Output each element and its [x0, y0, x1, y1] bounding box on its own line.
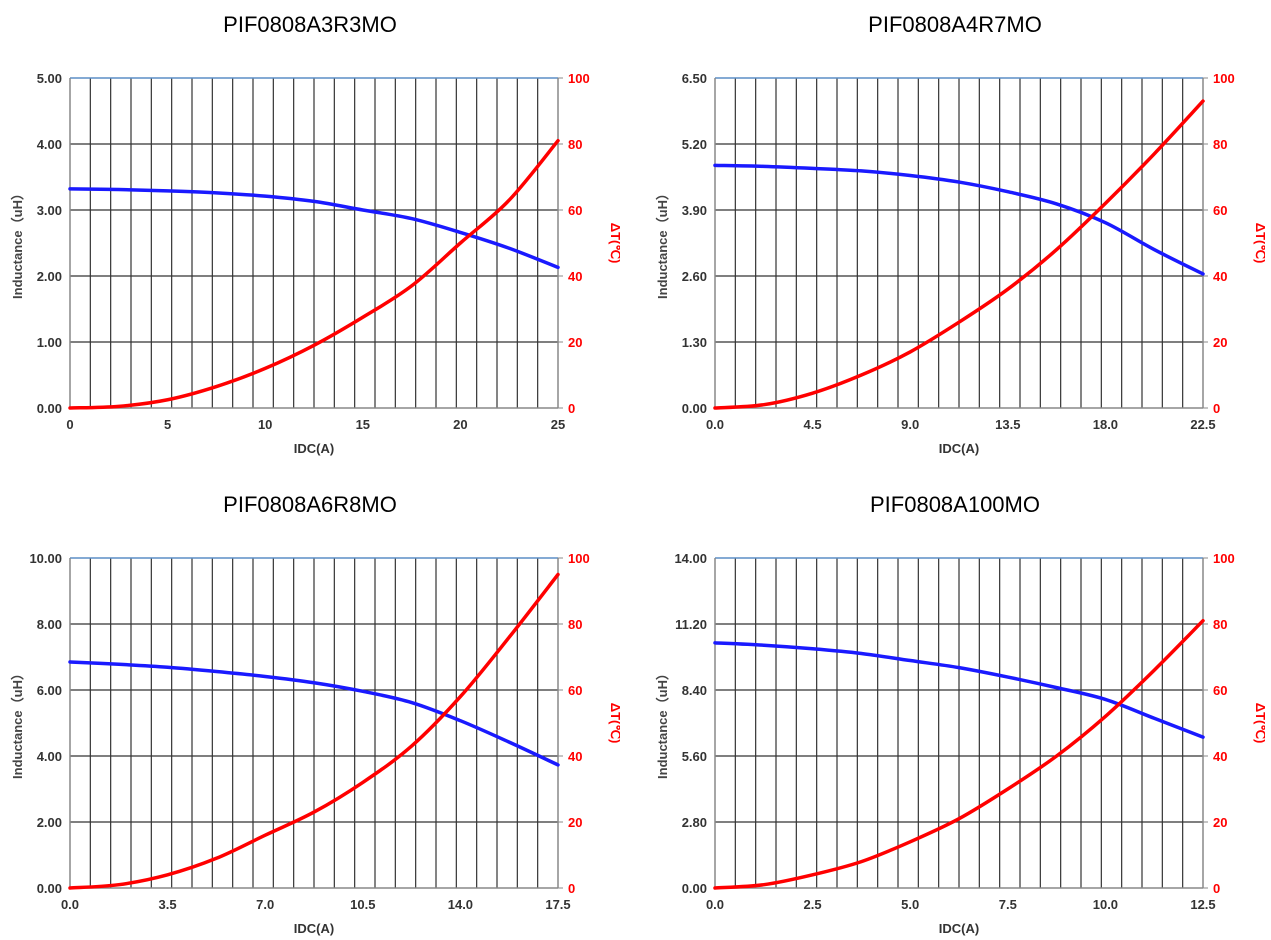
y-tick-label: 2.00: [37, 815, 62, 830]
y2-tick-label: 100: [1213, 71, 1235, 86]
y-tick-label: 2.60: [682, 269, 707, 284]
x-tick-label: 0.0: [61, 897, 79, 912]
y2-tick-label: 60: [1213, 683, 1227, 698]
y2-tick-label: 20: [1213, 815, 1227, 830]
y-tick-label: 0.00: [37, 401, 62, 416]
y-tick-label: 3.00: [37, 203, 62, 218]
x-tick-label: 3.5: [159, 897, 177, 912]
x-tick-label: 25: [551, 417, 565, 432]
x-tick-label: 9.0: [901, 417, 919, 432]
y2-tick-label: 80: [568, 137, 582, 152]
y2-tick-label: 0: [568, 881, 575, 896]
y-tick-label: 4.00: [37, 749, 62, 764]
y2-tick-label: 100: [568, 551, 590, 566]
y2-tick-label: 60: [568, 203, 582, 218]
y2-axis-label: ΔT(℃): [1253, 223, 1265, 264]
x-tick-label: 15: [356, 417, 370, 432]
chart-plot: 0.00 2.00 4.00 6.00 8.00 10.00 0 20 40 60 80 100 0.0…: [0, 480, 620, 940]
y-tick-label: 3.90: [682, 203, 707, 218]
y-axis-label: Inductance（uH）: [655, 187, 670, 299]
y-tick-label: 5.60: [682, 749, 707, 764]
y-axis-label: Inductance（uH）: [655, 667, 670, 779]
y-tick-label: 2.80: [682, 815, 707, 830]
y-axis-label: Inductance（uH）: [10, 667, 25, 779]
y2-tick-label: 40: [568, 269, 582, 284]
chart-plot: 0.00 1.30 2.60 3.90 5.20 6.50 0 20 40 60 80 100 0.0 4…: [645, 0, 1265, 460]
y2-axis-label: ΔT(℃): [608, 703, 620, 744]
y2-tick-label: 0: [568, 401, 575, 416]
y-tick-label: 0.00: [682, 401, 707, 416]
x-tick-label: 12.5: [1190, 897, 1215, 912]
y-tick-label: 1.00: [37, 335, 62, 350]
x-tick-label: 2.5: [804, 897, 822, 912]
y2-tick-label: 80: [1213, 137, 1227, 152]
x-tick-label: 5: [164, 417, 171, 432]
y2-axis-label: ΔT(℃): [608, 223, 620, 264]
y2-tick-label: 100: [568, 71, 590, 86]
x-tick-label: 7.0: [256, 897, 274, 912]
y-tick-label: 0.00: [682, 881, 707, 896]
x-tick-label: 10: [258, 417, 272, 432]
y-tick-label: 2.00: [37, 269, 62, 284]
x-tick-label: 22.5: [1190, 417, 1215, 432]
x-tick-label: 13.5: [995, 417, 1020, 432]
grid-lines: [70, 558, 558, 888]
chart-panel: PIF0808A4R7MO 0.00 1.30 2.60 3.90 5.20 6.50 0 2…: [645, 0, 1265, 460]
y-tick-label: 5.20: [682, 137, 707, 152]
y-tick-label: 8.00: [37, 617, 62, 632]
y2-tick-label: 80: [1213, 617, 1227, 632]
x-tick-label: 0.0: [706, 417, 724, 432]
y-tick-label: 6.00: [37, 683, 62, 698]
grid-lines: [715, 78, 1203, 408]
y2-tick-label: 40: [568, 749, 582, 764]
x-axis-label: IDC(A): [939, 441, 979, 456]
x-axis-label: IDC(A): [294, 441, 334, 456]
y-tick-label: 6.50: [682, 71, 707, 86]
chart-panel: PIF0808A3R3MO 0.00 1.00 2.00 3.00 4.00 5.00 0 2…: [0, 0, 620, 460]
y2-tick-label: 20: [568, 335, 582, 350]
y2-tick-label: 100: [1213, 551, 1235, 566]
y-tick-label: 10.00: [29, 551, 62, 566]
y2-tick-label: 20: [568, 815, 582, 830]
x-tick-label: 7.5: [999, 897, 1017, 912]
y-tick-label: 4.00: [37, 137, 62, 152]
x-tick-label: 4.5: [804, 417, 822, 432]
chart-plot: 0.00 2.80 5.60 8.40 11.20 14.00 0 20 40 60 80 100 0.…: [645, 480, 1265, 940]
y-tick-label: 5.00: [37, 71, 62, 86]
y2-tick-label: 0: [1213, 881, 1220, 896]
y2-tick-label: 40: [1213, 749, 1227, 764]
x-tick-label: 10.5: [350, 897, 375, 912]
x-tick-label: 10.0: [1093, 897, 1118, 912]
chart-plot: 0.00 1.00 2.00 3.00 4.00 5.00 0 20 40 60 80 100 0 5 10…: [0, 0, 620, 460]
y2-tick-label: 60: [1213, 203, 1227, 218]
x-tick-label: 0: [66, 417, 73, 432]
x-tick-label: 14.0: [448, 897, 473, 912]
x-tick-label: 20: [453, 417, 467, 432]
x-tick-label: 17.5: [545, 897, 570, 912]
x-axis-label: IDC(A): [294, 921, 334, 936]
y2-tick-label: 60: [568, 683, 582, 698]
y-tick-label: 11.20: [675, 617, 707, 632]
grid-lines: [715, 558, 1203, 888]
y2-tick-label: 0: [1213, 401, 1220, 416]
y2-tick-label: 20: [1213, 335, 1227, 350]
x-axis-label: IDC(A): [939, 921, 979, 936]
y-tick-label: 1.30: [682, 335, 707, 350]
y-axis-label: Inductance（uH）: [10, 187, 25, 299]
y-tick-label: 8.40: [682, 683, 707, 698]
x-tick-label: 5.0: [901, 897, 919, 912]
chart-panel: PIF0808A100MO 0.00 2.80 5.60 8.40 11.20 14.00…: [645, 480, 1265, 940]
y2-tick-label: 80: [568, 617, 582, 632]
y-tick-label: 0.00: [37, 881, 62, 896]
x-tick-label: 18.0: [1093, 417, 1118, 432]
y2-tick-label: 40: [1213, 269, 1227, 284]
y2-axis-label: ΔT(℃): [1253, 703, 1265, 744]
chart-panel: PIF0808A6R8MO 0.00 2.00 4.00 6.00 8.00 10.00 0…: [0, 480, 620, 940]
x-tick-label: 0.0: [706, 897, 724, 912]
grid-lines: [70, 78, 558, 408]
y-tick-label: 14.00: [674, 551, 707, 566]
